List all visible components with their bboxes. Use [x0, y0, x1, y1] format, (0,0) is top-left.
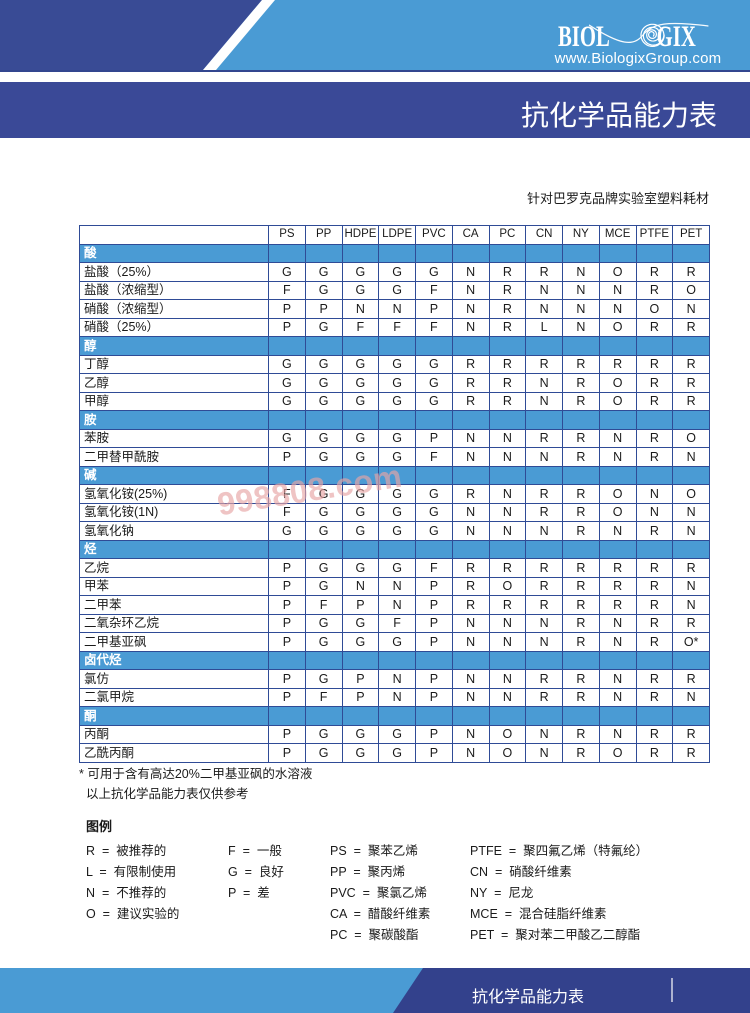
svg-text:BIOL: BIOL	[558, 19, 610, 53]
